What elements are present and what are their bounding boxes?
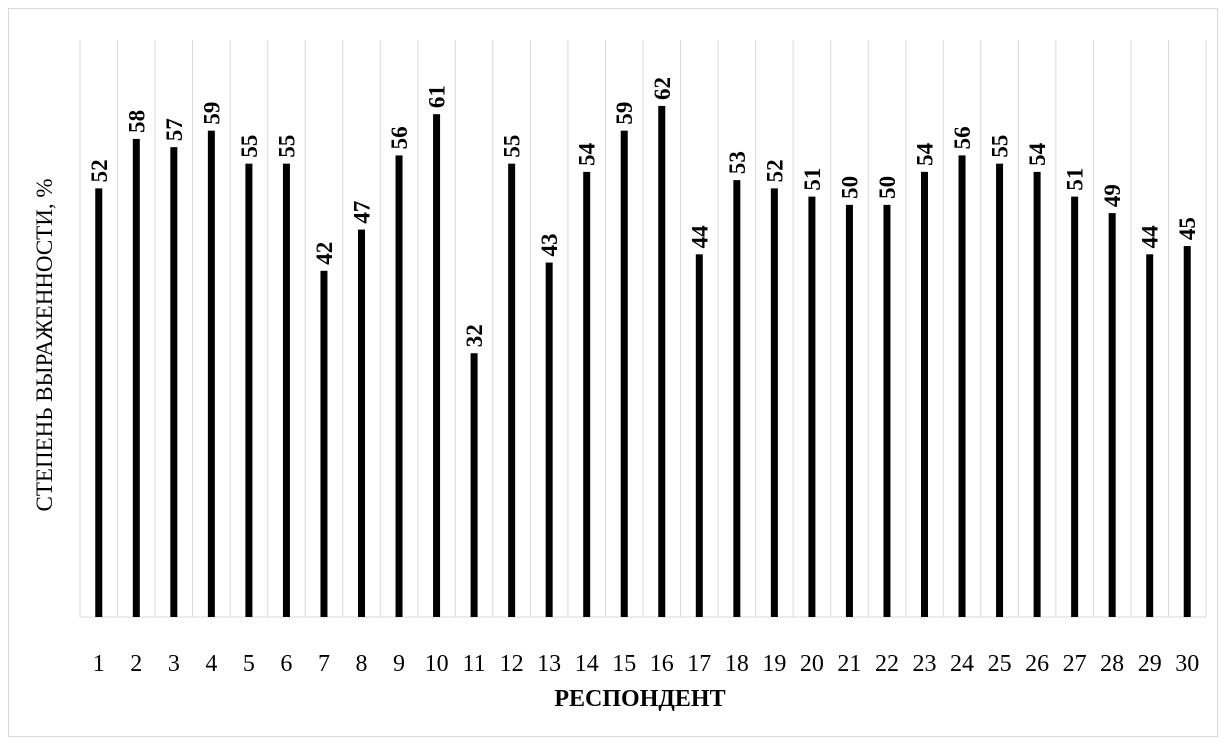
data-label-1: 52 [87, 159, 112, 182]
bar-3 [170, 147, 178, 617]
data-label-3: 57 [162, 118, 187, 141]
bar-18 [733, 180, 741, 617]
data-label-17: 44 [687, 225, 712, 249]
x-tick-label-28: 28 [1100, 651, 1124, 677]
x-tick-label-19: 19 [762, 651, 786, 677]
x-tick-label-15: 15 [612, 651, 636, 677]
bar-26 [1033, 171, 1041, 617]
x-tick-label-9: 9 [393, 651, 405, 677]
data-label-28: 49 [1100, 184, 1125, 207]
x-tick-label-29: 29 [1138, 651, 1162, 677]
data-label-24: 56 [950, 126, 975, 149]
x-tick-label-8: 8 [356, 651, 368, 677]
data-labels: 52 58 57 59 55 55 42 47 56 61 32 55 43 54 59 62 44 53 52 51… [87, 77, 1200, 347]
data-label-5: 55 [237, 135, 262, 158]
bar-13 [545, 262, 553, 617]
bar-22 [883, 204, 891, 617]
bar-17 [695, 254, 703, 618]
x-tick-label-20: 20 [800, 651, 824, 677]
bar-25 [996, 163, 1004, 617]
x-tick-label-7: 7 [318, 651, 330, 677]
data-label-8: 47 [350, 201, 375, 224]
x-tick-label-1: 1 [93, 651, 105, 677]
data-label-12: 55 [500, 135, 525, 158]
bar-7 [320, 270, 328, 617]
data-label-11: 32 [462, 324, 487, 347]
bar-24 [958, 155, 966, 617]
x-tick-label-4: 4 [205, 651, 217, 677]
x-tick-label-22: 22 [875, 651, 899, 677]
data-label-18: 53 [725, 151, 750, 174]
data-label-29: 44 [1138, 225, 1163, 249]
data-label-2: 58 [124, 110, 149, 133]
bar-27 [1071, 196, 1079, 617]
x-tick-label-14: 14 [575, 651, 599, 677]
bar-15 [620, 130, 628, 617]
bar-28 [1108, 213, 1116, 617]
bar-12 [508, 163, 516, 617]
bar-6 [282, 163, 290, 617]
x-tick-label-18: 18 [725, 651, 749, 677]
data-label-25: 55 [988, 135, 1013, 158]
data-label-23: 54 [913, 142, 938, 166]
data-label-21: 50 [837, 176, 862, 199]
x-tick-label-3: 3 [168, 651, 180, 677]
x-tick-labels: 1 2 3 4 5 6 7 8 9 10 11 12 13 14 15 16 17 18 19 20 21 22 23 24 2… [93, 651, 1199, 677]
bar-20 [808, 196, 816, 617]
bar-29 [1146, 254, 1154, 618]
bar-8 [358, 229, 365, 618]
data-label-16: 62 [650, 77, 675, 100]
data-label-15: 59 [612, 102, 637, 125]
bar-21 [845, 204, 853, 617]
x-tick-label-30: 30 [1175, 651, 1199, 677]
data-label-10: 61 [425, 85, 450, 108]
data-label-6: 55 [274, 135, 299, 158]
data-label-9: 56 [387, 126, 412, 149]
y-axis-title: СТЕПЕНЬ ВЫРАЖЕННОСТИ, % [32, 179, 57, 512]
x-tick-label-23: 23 [913, 651, 937, 677]
x-tick-label-25: 25 [988, 651, 1012, 677]
x-axis-title: РЕСПОНДЕНТ [554, 686, 725, 712]
x-tick-label-17: 17 [687, 651, 711, 677]
bar-9 [395, 155, 403, 617]
bar-5 [245, 163, 253, 617]
data-label-26: 54 [1025, 142, 1050, 166]
x-tick-label-16: 16 [650, 651, 674, 677]
data-label-14: 54 [575, 142, 600, 166]
bar-23 [921, 171, 928, 617]
bar-30 [1183, 246, 1191, 618]
data-label-7: 42 [312, 242, 337, 265]
data-label-13: 43 [537, 234, 562, 257]
bar-4 [207, 130, 215, 617]
x-tick-label-10: 10 [425, 651, 449, 677]
bar-11 [470, 353, 478, 617]
bar-14 [583, 171, 591, 617]
bar-10 [433, 114, 441, 617]
gridlines [79, 40, 1207, 618]
bar-16 [658, 105, 666, 617]
x-tick-label-11: 11 [463, 651, 486, 677]
chart-frame [8, 8, 1218, 737]
bar-1 [95, 188, 103, 617]
x-tick-label-12: 12 [500, 651, 524, 677]
data-label-30: 45 [1175, 217, 1200, 240]
x-tick-label-21: 21 [837, 651, 861, 677]
data-label-22: 50 [875, 176, 900, 199]
x-tick-label-13: 13 [537, 651, 561, 677]
data-label-4: 59 [199, 102, 224, 125]
bar-2 [132, 138, 140, 617]
bars [95, 105, 1191, 618]
x-tick-label-26: 26 [1025, 651, 1049, 677]
data-label-27: 51 [1063, 168, 1088, 191]
x-tick-label-2: 2 [130, 651, 142, 677]
x-tick-label-5: 5 [243, 651, 255, 677]
data-label-19: 52 [762, 159, 787, 182]
x-tick-label-24: 24 [950, 651, 974, 677]
x-tick-label-6: 6 [280, 651, 292, 677]
x-tick-label-27: 27 [1063, 651, 1087, 677]
data-label-20: 51 [800, 168, 825, 191]
bar-19 [770, 188, 778, 617]
